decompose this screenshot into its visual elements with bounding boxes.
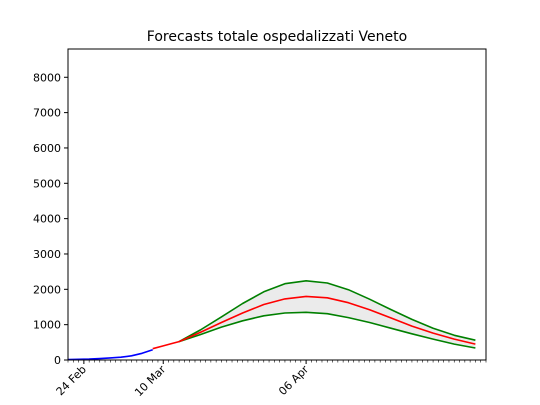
series-lines-layer <box>67 279 476 361</box>
lower-bound-line <box>178 311 476 349</box>
y-tick-label: 0 <box>54 354 61 367</box>
upper-bound-line <box>178 279 476 343</box>
forecast-line <box>178 295 476 345</box>
plot-frame <box>67 48 487 361</box>
y-tick-label: 1000 <box>33 319 61 332</box>
y-tick-label: 6000 <box>33 142 61 155</box>
y-tick-label: 5000 <box>33 177 61 190</box>
fit-line <box>152 340 180 350</box>
y-tick-label: 2000 <box>33 283 61 296</box>
x-tick-label: 24 Feb <box>54 363 89 398</box>
y-tick-label: 8000 <box>33 71 61 84</box>
x-tick-label: 06 Apr <box>276 363 311 398</box>
y-tick-label: 7000 <box>33 107 61 120</box>
x-tick-label: 10 Mar <box>132 363 169 400</box>
y-tick-label: 3000 <box>33 248 61 261</box>
chart-title: Forecasts totale ospedalizzati Veneto <box>147 29 407 45</box>
axes-layer: 0 1000 2000 3000 4000 5000 6000 7000 8000 24 Feb 1… <box>33 48 487 400</box>
y-tick-label: 4000 <box>33 213 61 226</box>
observed-line <box>67 349 153 361</box>
